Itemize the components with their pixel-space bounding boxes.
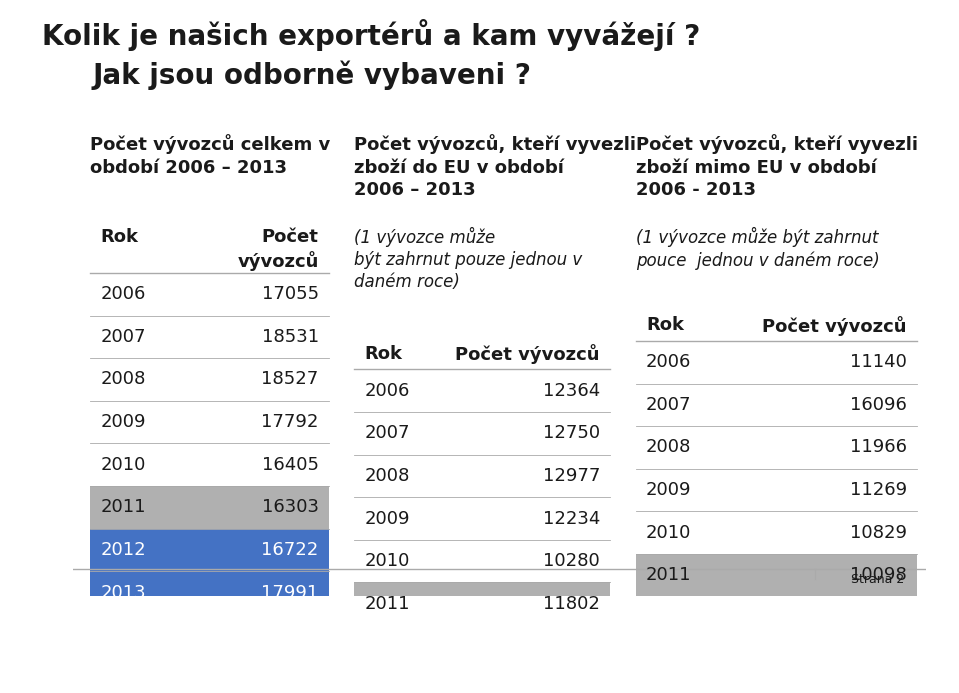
Text: 2010: 2010: [646, 524, 691, 542]
Bar: [90, 529, 329, 571]
Text: Jak jsou odborně vybaveni ?: Jak jsou odborně vybaveni ?: [92, 60, 531, 90]
Text: 2006: 2006: [364, 382, 410, 400]
Bar: [636, 639, 917, 682]
Text: 2009: 2009: [646, 481, 691, 499]
Text: Počet vývozců, kteří vyvezli
zboží do EU v období
2006 – 2013: Počet vývozců, kteří vyvezli zboží do EU…: [355, 134, 637, 199]
Bar: [355, 667, 610, 693]
Text: 2006: 2006: [101, 286, 146, 304]
Text: Počet vývozců: Počet vývozců: [456, 344, 600, 365]
Text: 2011: 2011: [364, 595, 410, 613]
Text: 10098: 10098: [850, 566, 907, 584]
Text: Počet vývozců celkem v
období 2006 – 2013: Počet vývozců celkem v období 2006 – 201…: [90, 134, 331, 177]
Text: (1 vývozce může být zahrnut
pouce  jednou v daném roce): (1 vývozce může být zahrnut pouce jednou…: [636, 227, 879, 270]
Text: Počet vývozců: Počet vývozců: [762, 316, 907, 336]
Text: 10829: 10829: [850, 524, 907, 542]
Text: 17991: 17991: [262, 584, 318, 602]
Text: 2011: 2011: [646, 566, 691, 584]
Bar: [355, 582, 610, 625]
Text: 12234: 12234: [543, 509, 600, 527]
Text: 2013: 2013: [364, 680, 410, 693]
Bar: [636, 554, 917, 597]
Text: 2010: 2010: [101, 456, 146, 473]
Text: 2007: 2007: [646, 396, 691, 414]
Text: 12364: 12364: [543, 382, 600, 400]
Text: 2007: 2007: [101, 328, 146, 346]
Text: (1 vývozce může
být zahrnut pouze jednou v
daném roce): (1 vývozce může být zahrnut pouze jednou…: [355, 227, 583, 291]
Text: 2012: 2012: [646, 609, 691, 627]
Text: 12295: 12295: [850, 609, 907, 627]
Text: 2009: 2009: [364, 509, 410, 527]
Text: 10271: 10271: [543, 638, 600, 656]
Text: 2008: 2008: [646, 439, 691, 457]
Text: 2013: 2013: [101, 584, 146, 602]
Text: 12985: 12985: [850, 651, 907, 669]
Bar: [90, 486, 329, 529]
Text: Kolik je našich exportérů a kam vyvážejí ?: Kolik je našich exportérů a kam vyvážejí…: [42, 19, 701, 51]
Text: Počet vývozců, kteří vyvezli
zboží mimo EU v období
2006 - 2013: Počet vývozců, kteří vyvezli zboží mimo …: [636, 134, 918, 199]
Text: 11223: 11223: [543, 680, 600, 693]
Text: 2006: 2006: [646, 353, 691, 371]
Text: 2010: 2010: [364, 552, 410, 570]
Text: 17055: 17055: [262, 286, 318, 304]
Text: 12750: 12750: [543, 424, 600, 442]
Text: 2007: 2007: [364, 424, 410, 442]
Text: 2013: 2013: [646, 651, 691, 669]
Text: Rok: Rok: [364, 344, 403, 362]
Text: 2008: 2008: [101, 371, 146, 388]
Text: 17792: 17792: [261, 413, 318, 431]
Text: 16722: 16722: [262, 541, 318, 559]
Text: 2012: 2012: [364, 638, 410, 656]
Bar: [636, 597, 917, 639]
Bar: [355, 625, 610, 667]
Text: 16303: 16303: [262, 498, 318, 516]
Text: Počet: Počet: [262, 229, 318, 247]
Bar: [90, 571, 329, 614]
Text: Rok: Rok: [101, 229, 138, 247]
Text: 16096: 16096: [850, 396, 907, 414]
Text: 18531: 18531: [262, 328, 318, 346]
Text: vývozců: vývozců: [237, 251, 318, 271]
Text: 2008: 2008: [364, 467, 410, 485]
Text: 2009: 2009: [101, 413, 146, 431]
Text: 11966: 11966: [850, 439, 907, 457]
Text: 16405: 16405: [262, 456, 318, 473]
Text: 11269: 11269: [850, 481, 907, 499]
Text: 10280: 10280: [543, 552, 600, 570]
Text: 11140: 11140: [850, 353, 907, 371]
Text: 12977: 12977: [543, 467, 600, 485]
Text: 2012: 2012: [101, 541, 146, 559]
Text: Rok: Rok: [646, 316, 684, 334]
Text: Strana 2: Strana 2: [851, 573, 904, 586]
Text: 2011: 2011: [101, 498, 146, 516]
Text: 18527: 18527: [262, 371, 318, 388]
Text: 11802: 11802: [543, 595, 600, 613]
